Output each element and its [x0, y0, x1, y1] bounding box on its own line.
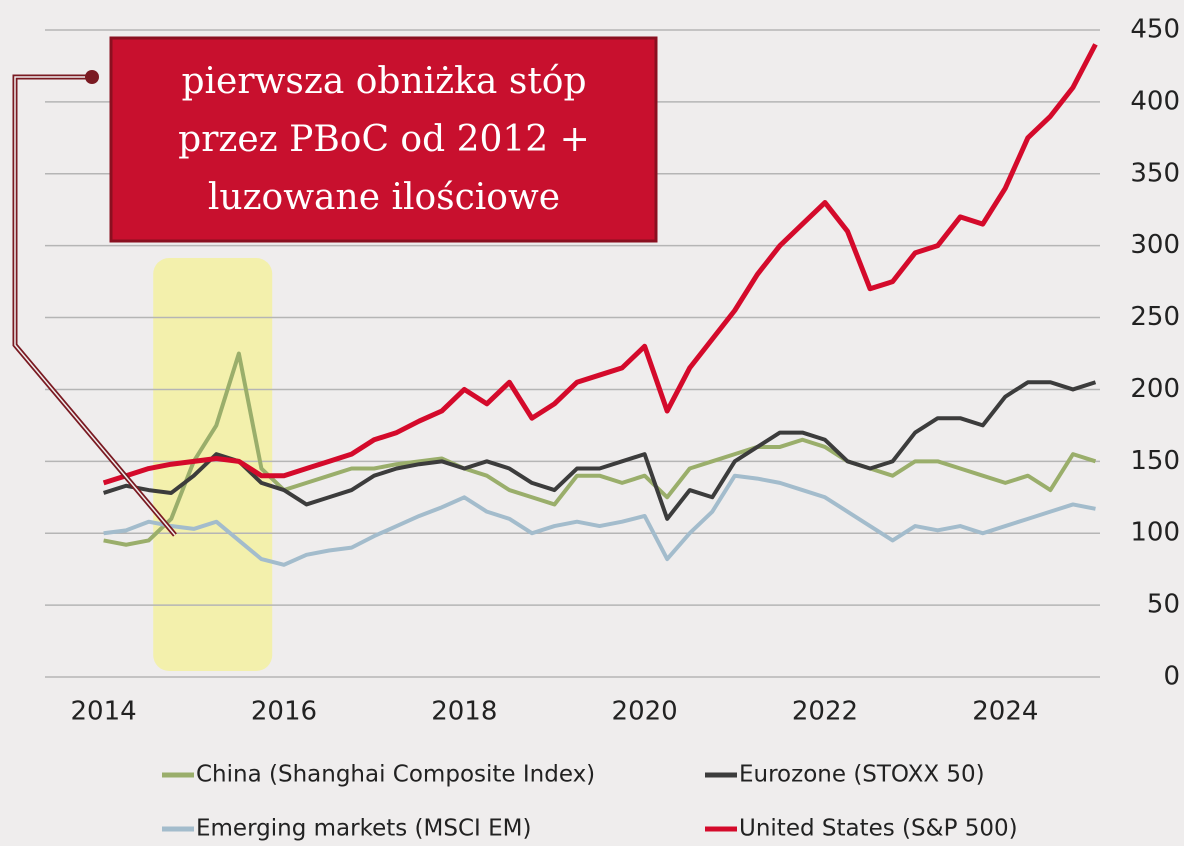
x-tick-label: 2020 — [612, 697, 678, 727]
x-tick-label: 2014 — [71, 697, 137, 727]
annotation-box — [109, 36, 658, 243]
x-tick-label: 2016 — [251, 697, 317, 727]
y-tick-label: 450 — [1130, 15, 1180, 45]
y-tick-label: 100 — [1130, 518, 1180, 548]
legend-label: China (Shanghai Composite Index) — [196, 762, 595, 788]
y-tick-label: 250 — [1130, 302, 1180, 332]
series-line — [103, 380, 1097, 521]
leader-dot — [85, 70, 99, 84]
legend-label: Emerging markets (MSCI EM) — [196, 816, 531, 842]
series-line — [103, 473, 1096, 567]
y-tick-label: 350 — [1130, 158, 1180, 188]
legend-label: Eurozone (STOXX 50) — [739, 762, 985, 788]
annotation-text: pierwsza obniżka stóp — [182, 61, 587, 102]
x-tick-label: 2024 — [972, 697, 1038, 727]
x-tick-label: 2022 — [792, 697, 858, 727]
annotation-text: luzowane ilościowe — [208, 177, 560, 218]
highlight-region — [153, 258, 273, 671]
y-tick-label: 300 — [1130, 230, 1180, 260]
x-tick-label: 2018 — [431, 697, 497, 727]
annotation-text: przez PBoC od 2012 + — [178, 119, 590, 160]
y-tick-label: 200 — [1130, 374, 1180, 404]
series-line — [102, 43, 1098, 486]
y-tick-label: 400 — [1130, 86, 1180, 116]
y-tick-label: 0 — [1163, 662, 1180, 692]
legend-label: United States (S&P 500) — [739, 816, 1018, 842]
leader-line — [14, 76, 176, 536]
y-tick-label: 150 — [1130, 446, 1180, 476]
y-tick-label: 50 — [1147, 590, 1180, 620]
